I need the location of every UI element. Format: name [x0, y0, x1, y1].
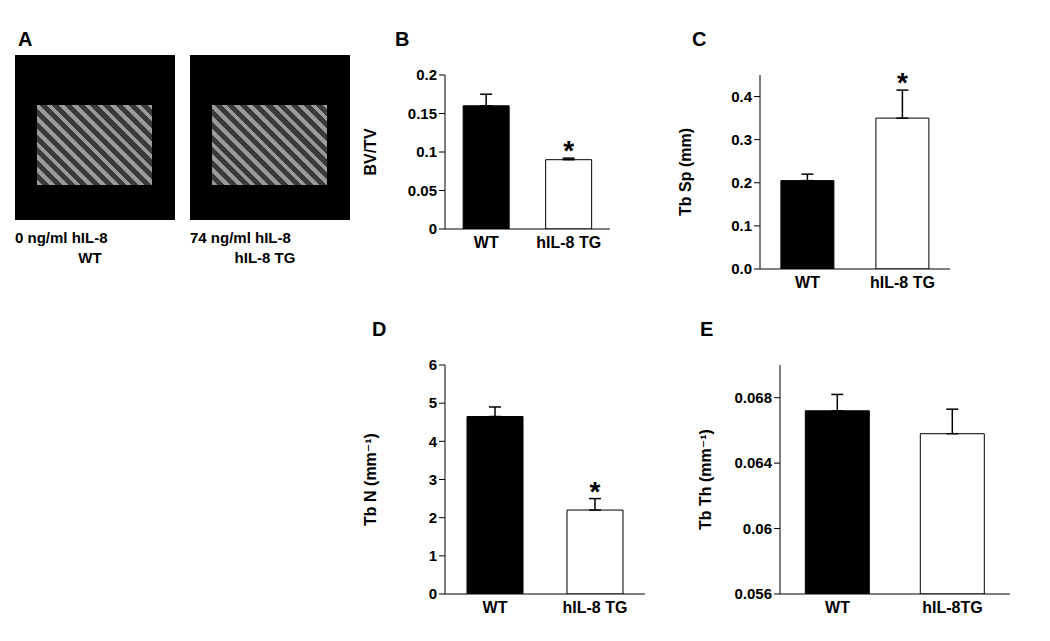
html-text:D: D — [372, 318, 387, 340]
svg-text:WT: WT — [825, 599, 850, 616]
svg-text:3: 3 — [429, 471, 437, 488]
svg-text:0: 0 — [429, 585, 437, 602]
svg-text:0.2: 0.2 — [416, 66, 437, 83]
svg-text:*: * — [897, 67, 908, 98]
svg-text:0.068: 0.068 — [734, 389, 772, 406]
svg-text:5: 5 — [429, 394, 437, 411]
html-text:WT: WT — [78, 249, 102, 266]
svg-text:hIL-8 TG: hIL-8 TG — [870, 274, 935, 291]
svg-text:0.064: 0.064 — [734, 454, 772, 471]
html-text:74 ng/ml hIL-8: 74 ng/ml hIL-8 — [190, 229, 291, 246]
svg-text:BV/TV: BV/TV — [362, 128, 379, 175]
svg-text:0.056: 0.056 — [734, 585, 772, 602]
html-text:0 ng/ml hIL-8: 0 ng/ml hIL-8 — [15, 229, 108, 246]
svg-text:Tb N (mm⁻¹): Tb N (mm⁻¹) — [362, 433, 379, 526]
svg-text:Tb Th (mm⁻¹): Tb Th (mm⁻¹) — [697, 429, 714, 530]
svg-text:WT: WT — [474, 234, 499, 251]
svg-text:WT: WT — [483, 599, 508, 616]
svg-text:0.1: 0.1 — [416, 143, 437, 160]
svg-text:hIL-8TG: hIL-8TG — [922, 599, 982, 616]
svg-text:4: 4 — [429, 433, 438, 450]
svg-text:*: * — [563, 135, 574, 166]
html-text:hIL-8 TG: hIL-8 TG — [234, 249, 296, 266]
svg-text:0.15: 0.15 — [408, 105, 437, 122]
svg-text:Tb Sp (mm): Tb Sp (mm) — [677, 128, 694, 216]
svg-text:hIL-8 TG: hIL-8 TG — [536, 234, 601, 251]
svg-text:2: 2 — [429, 509, 437, 526]
svg-text:hIL-8 TG: hIL-8 TG — [563, 599, 628, 616]
html-text:E: E — [700, 318, 714, 340]
svg-text:*: * — [590, 476, 601, 507]
svg-text:WT: WT — [795, 274, 820, 291]
html-text:B: B — [395, 28, 410, 50]
svg-text:0.06: 0.06 — [743, 520, 772, 537]
html-text:A: A — [18, 28, 33, 50]
svg-text:0.1: 0.1 — [731, 217, 752, 234]
svg-text:1: 1 — [429, 547, 437, 564]
svg-text:0.4: 0.4 — [731, 88, 753, 105]
svg-text:0.0: 0.0 — [731, 260, 752, 277]
svg-text:6: 6 — [429, 356, 437, 373]
svg-text:0: 0 — [429, 220, 437, 237]
html-text:C: C — [692, 28, 707, 50]
svg-text:0.2: 0.2 — [731, 174, 752, 191]
svg-text:0.3: 0.3 — [731, 131, 752, 148]
svg-text:0.05: 0.05 — [408, 182, 437, 199]
